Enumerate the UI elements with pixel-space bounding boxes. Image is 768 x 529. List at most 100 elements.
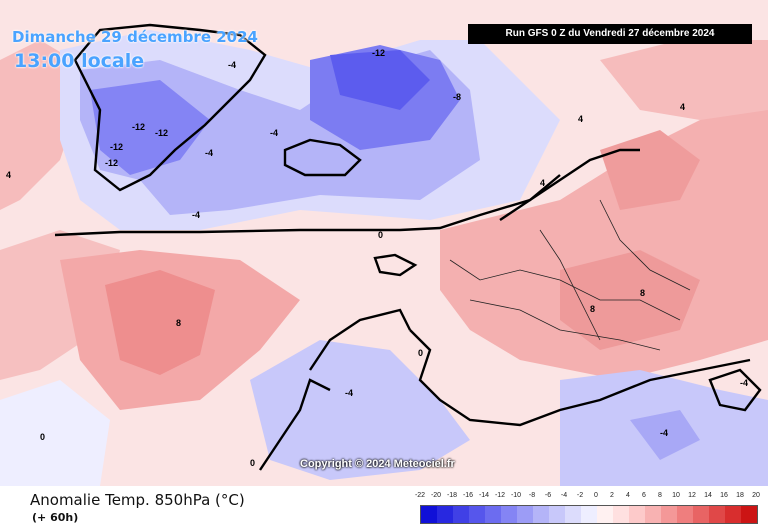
scandinavia-coast — [499, 148, 640, 221]
contour-label: 0 — [378, 230, 383, 240]
contour-label: -12 — [132, 122, 145, 132]
color-scale-swatch — [661, 506, 677, 523]
legend-title: Anomalie Temp. 850hPa (°C) — [30, 491, 245, 509]
color-scale-tick: 10 — [672, 492, 680, 499]
contour-label: -12 — [155, 128, 168, 138]
contour-label: 0 — [40, 432, 45, 442]
contour-label: 4 — [540, 178, 545, 188]
color-scale: -22 -20 -18 -16 -14 -12 -10 -8 -6 -4 -2 0 2 4 6 8 10 12 14… — [410, 492, 760, 528]
contour-label: 0 — [418, 348, 423, 358]
color-scale-tick: -22 — [414, 492, 426, 499]
color-scale-swatch — [453, 506, 469, 523]
color-scale-swatch — [421, 506, 437, 523]
contour-label: 8 — [640, 288, 645, 298]
contour-label: -8 — [453, 92, 461, 102]
contour-label: -12 — [105, 158, 118, 168]
coastlines — [54, 23, 762, 471]
color-scale-swatch — [677, 506, 693, 523]
border-2 — [469, 299, 661, 351]
color-scale-tick: 18 — [736, 492, 744, 499]
color-scale-tick: -6 — [544, 492, 552, 499]
forecast-date: Dimanche 29 décembre 2024 — [12, 28, 258, 46]
contour-label: -4 — [660, 428, 668, 438]
border-3 — [539, 229, 601, 341]
color-scale-tick: -4 — [560, 492, 568, 499]
color-scale-swatch — [549, 506, 565, 523]
africa-coast — [259, 378, 331, 471]
color-scale-swatch — [693, 506, 709, 523]
color-scale-tick: 6 — [642, 492, 646, 499]
contour-label: -4 — [228, 60, 236, 70]
anomaly-map: -12 -12 -12 -12 -12 -8 -4 -4 -4 -4 0 0 4… — [0, 0, 768, 486]
color-scale-tick: -8 — [528, 492, 536, 499]
arctic-front-line — [54, 174, 561, 237]
color-scale-swatch — [613, 506, 629, 523]
color-scale-swatch — [709, 506, 725, 523]
europe-south-coast — [409, 329, 751, 427]
color-scale-swatch — [501, 506, 517, 523]
color-scale-swatch — [725, 506, 741, 523]
color-scale-tick: -12 — [494, 492, 506, 499]
color-scale-tick: 2 — [610, 492, 614, 499]
color-scale-tick: -10 — [510, 492, 522, 499]
color-scale-tick: -20 — [430, 492, 442, 499]
contour-label: -4 — [740, 378, 748, 388]
iberia-coast — [309, 308, 412, 371]
color-scale-swatch — [565, 506, 581, 523]
contour-label-group: -12 -12 -12 -12 -12 -8 -4 -4 -4 -4 0 0 4… — [6, 48, 748, 468]
copyright-text: Copyright © 2024 Meteociel.fr — [300, 458, 455, 470]
color-scale-bar — [420, 505, 758, 524]
contour-label: 4 — [6, 170, 11, 180]
color-scale-swatch — [437, 506, 453, 523]
contour-label: -4 — [192, 210, 200, 220]
cold-area-iberia-africa — [250, 340, 470, 480]
color-scale-tick: -16 — [462, 492, 474, 499]
color-scale-tick: 20 — [752, 492, 760, 499]
border-1 — [449, 259, 681, 321]
color-scale-tick: 0 — [594, 492, 598, 499]
color-scale-tick: 8 — [658, 492, 662, 499]
cyprus-coast — [708, 368, 762, 412]
color-scale-swatch — [597, 506, 613, 523]
color-scale-tick: 12 — [688, 492, 696, 499]
ireland-coast — [373, 253, 418, 277]
warm-area-north-russia — [600, 40, 768, 120]
cold-area-southwest — [0, 380, 110, 486]
color-scale-swatch — [485, 506, 501, 523]
contour-label: 8 — [590, 304, 595, 314]
contour-label: -12 — [372, 48, 385, 58]
contour-label: 4 — [680, 102, 685, 112]
map-graphic: -12 -12 -12 -12 -12 -8 -4 -4 -4 -4 0 0 4… — [0, 0, 768, 486]
contour-label: -12 — [110, 142, 123, 152]
color-scale-tick: -2 — [576, 492, 584, 499]
color-scale-swatch — [645, 506, 661, 523]
color-scale-swatch — [469, 506, 485, 523]
color-scale-swatch — [581, 506, 597, 523]
contour-label: 4 — [578, 114, 583, 124]
color-scale-tick: 4 — [626, 492, 630, 499]
color-scale-tick: 14 — [704, 492, 712, 499]
border-4 — [599, 199, 691, 291]
color-scale-tick: -14 — [478, 492, 490, 499]
model-run-label: Run GFS 0 Z du Vendredi 27 décembre 2024 — [468, 24, 752, 44]
color-scale-tick: 16 — [720, 492, 728, 499]
contour-label: 8 — [176, 318, 181, 328]
contour-label: -4 — [345, 388, 353, 398]
cold-core-turkey — [630, 410, 700, 460]
color-scale-swatch — [629, 506, 645, 523]
borders — [449, 199, 691, 351]
legend-subtitle: (+ 60h) — [32, 511, 79, 524]
forecast-time: 13:00 locale — [14, 50, 145, 72]
color-scale-swatch — [741, 506, 757, 523]
color-scale-swatch — [517, 506, 533, 523]
color-scale-swatch — [533, 506, 549, 523]
contour-label: -4 — [270, 128, 278, 138]
color-scale-tick: -18 — [446, 492, 458, 499]
iceland-coast — [283, 138, 362, 177]
warm-core-atlantic — [105, 270, 215, 375]
contour-label: -4 — [205, 148, 213, 158]
cold-core-inner — [330, 50, 430, 110]
contour-label: 0 — [250, 458, 255, 468]
color-scale-labels: -22 -20 -18 -16 -14 -12 -10 -8 -6 -4 -2 0 2 4 6 8 10 12 14… — [410, 492, 760, 504]
cold-core-greenland — [90, 80, 210, 175]
